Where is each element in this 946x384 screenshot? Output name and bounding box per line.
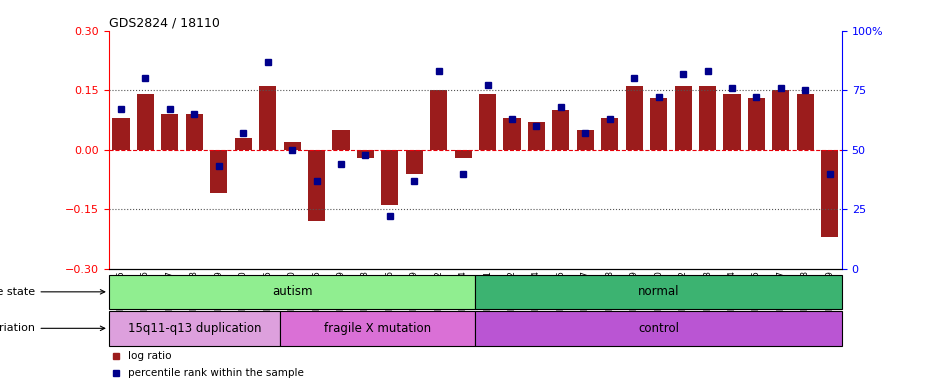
Bar [552,110,569,150]
Bar [162,114,179,150]
Bar [284,142,301,150]
Bar [602,118,619,150]
Text: fragile X mutation: fragile X mutation [324,322,431,335]
Bar [308,150,325,221]
Text: percentile rank within the sample: percentile rank within the sample [128,368,304,378]
Bar [797,94,814,150]
Bar [109,275,475,309]
Text: 15q11-q13 duplication: 15q11-q13 duplication [128,322,261,335]
Bar [357,150,374,158]
Bar [772,90,789,150]
Bar [821,150,838,237]
Bar [503,118,520,150]
Text: genotype/variation: genotype/variation [0,323,105,333]
Bar [674,86,692,150]
Bar [185,114,202,150]
Bar [406,150,423,174]
Bar [475,275,842,309]
Text: log ratio: log ratio [128,351,171,361]
Bar [109,311,280,346]
Bar [748,98,765,150]
Bar [455,150,472,158]
Bar [235,138,252,150]
Bar [724,94,741,150]
Bar [113,118,130,150]
Bar [528,122,545,150]
Bar [137,94,154,150]
Text: autism: autism [272,285,312,298]
Bar [210,150,227,194]
Bar [430,90,447,150]
Bar [699,86,716,150]
Text: disease state: disease state [0,287,105,297]
Text: control: control [639,322,679,335]
Bar [259,86,276,150]
Bar [381,150,398,205]
Bar [479,94,496,150]
Text: GDS2824 / 18110: GDS2824 / 18110 [109,17,219,30]
Bar [625,86,642,150]
Bar [577,130,594,150]
Text: normal: normal [638,285,679,298]
Bar [280,311,475,346]
Bar [332,130,349,150]
Bar [475,311,842,346]
Bar [650,98,667,150]
